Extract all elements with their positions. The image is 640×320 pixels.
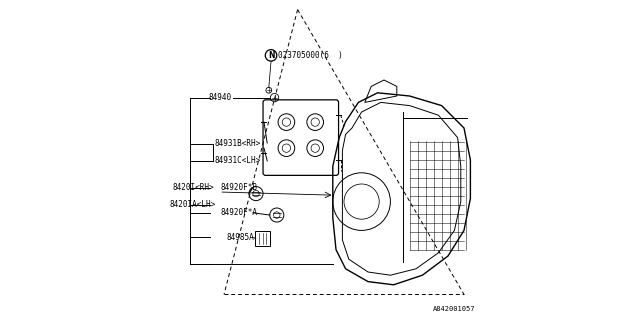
Text: 84940: 84940 (209, 93, 232, 102)
Text: 84985A: 84985A (227, 233, 254, 242)
Text: 84931C<LH>: 84931C<LH> (214, 156, 260, 165)
Text: N: N (268, 51, 275, 60)
Text: 84920F*B: 84920F*B (220, 183, 257, 192)
Text: A842001057: A842001057 (433, 306, 475, 312)
Text: 84920F*A: 84920F*A (220, 208, 257, 217)
Text: 8420I<RH>: 8420I<RH> (173, 183, 214, 192)
Text: 8420IA<LH>: 8420IA<LH> (170, 200, 216, 209)
Text: 023705000(6  ): 023705000(6 ) (278, 51, 343, 60)
Text: 84931B<RH>: 84931B<RH> (214, 139, 260, 148)
